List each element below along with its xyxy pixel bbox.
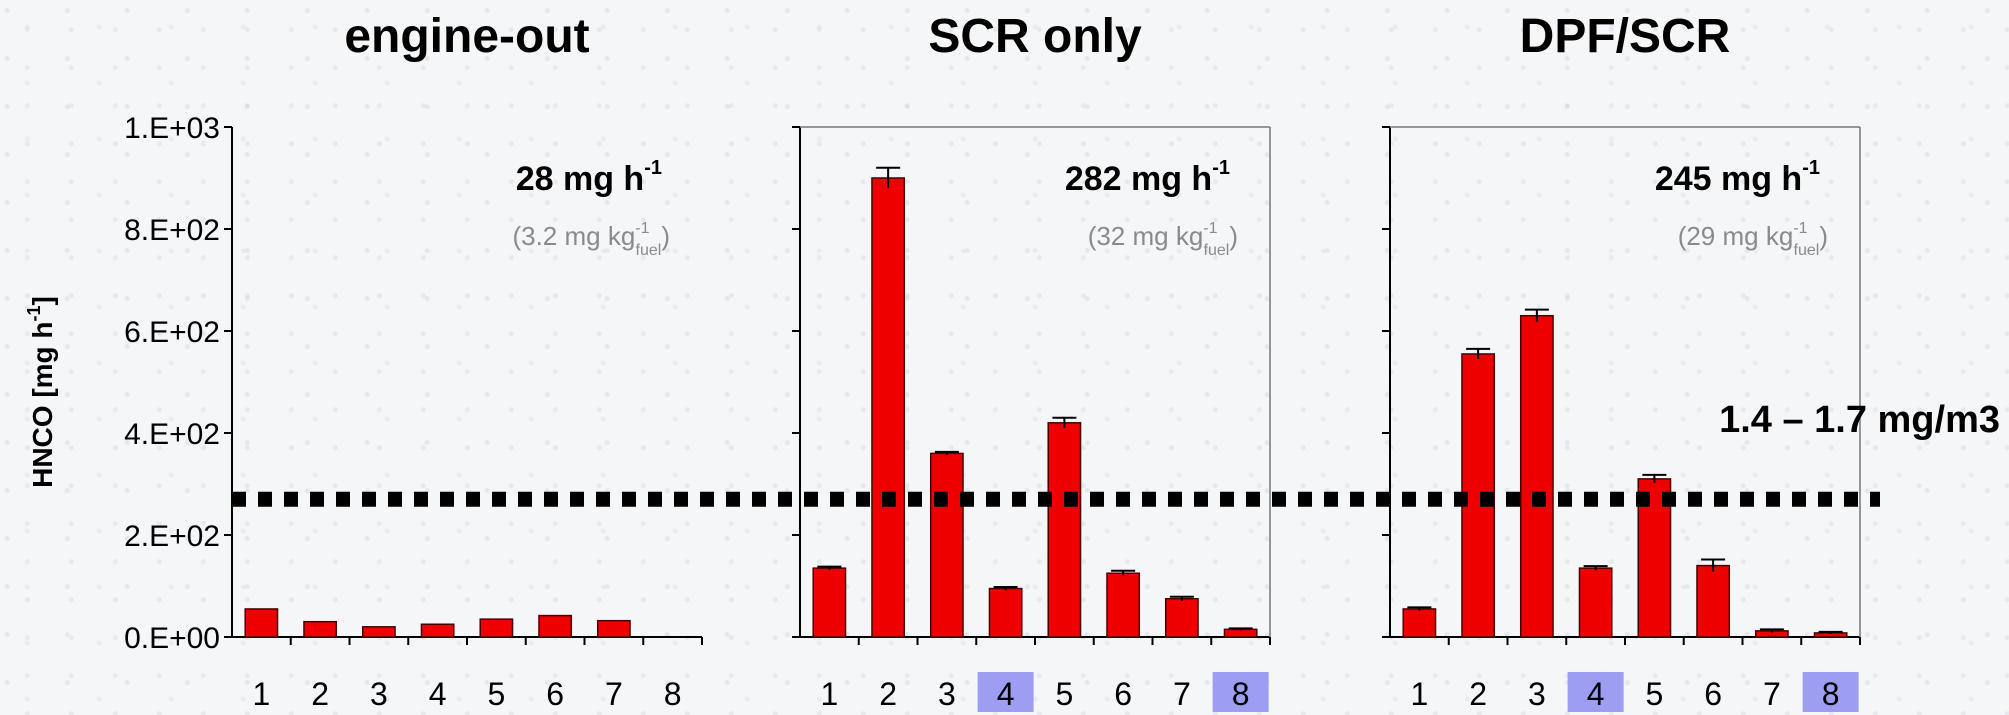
bar xyxy=(871,177,906,638)
x-tick-label: 8 xyxy=(664,676,682,712)
bar xyxy=(1519,314,1554,638)
y-tick-label: 2.E+02 xyxy=(124,520,220,553)
emission-factor-label: (3.2 mg kg-1 fuel) xyxy=(512,220,670,259)
chart-panel-3: DPF/SCR 1 2 3 4 5 6 7 8 245 mg h-1 (29 mg kg-1 fuel… xyxy=(1382,10,1861,712)
bar xyxy=(479,618,514,638)
bar xyxy=(244,608,279,638)
emission-factor-label: (32 mg kg-1 fuel) xyxy=(1088,220,1238,259)
emission-rate-label: 28 mg h-1 xyxy=(516,157,662,198)
x-tick-label: 2 xyxy=(879,676,897,712)
bar xyxy=(538,614,573,638)
x-tick-label: 8 xyxy=(1822,676,1840,712)
reference-line-label: 1.4 – 1.7 mg/m3 xyxy=(1719,399,2000,441)
x-tick-label: 5 xyxy=(487,676,505,712)
chart-panel-1: engine-out 0.E+00 2.E+02 4.E+02 6.E+02 8.E+02… xyxy=(124,10,703,712)
bar xyxy=(988,587,1023,638)
x-category-highlight xyxy=(1567,672,1624,712)
x-tick-label: 1 xyxy=(252,676,270,712)
emission-factor-label: (29 mg kg-1 fuel) xyxy=(1678,220,1828,259)
bar xyxy=(303,620,338,638)
x-tick-label: 7 xyxy=(1173,676,1191,712)
x-category-highlight xyxy=(1212,672,1269,712)
bar xyxy=(1578,567,1613,638)
x-tick-label: 1 xyxy=(820,676,838,712)
chart-panel-2: SCR only 1 2 3 4 5 6 7 8 282 mg h-1 (32 mg kg-1 fue… xyxy=(792,10,1271,712)
x-category-highlight xyxy=(977,672,1034,712)
bar xyxy=(1164,598,1199,638)
x-tick-label: 1 xyxy=(1410,676,1428,712)
x-tick-label: 7 xyxy=(605,676,623,712)
x-tick-label: 6 xyxy=(1704,676,1722,712)
bar xyxy=(1106,572,1141,638)
x-tick-label: 2 xyxy=(1469,676,1487,712)
bar xyxy=(361,626,396,638)
emission-rate-label: 245 mg h-1 xyxy=(1655,157,1820,198)
bar xyxy=(1223,628,1258,638)
x-tick-label: 8 xyxy=(1232,676,1250,712)
x-tick-label: 4 xyxy=(1587,676,1605,712)
panel-title: SCR only xyxy=(928,10,1142,63)
x-tick-label: 6 xyxy=(546,676,564,712)
x-tick-label: 5 xyxy=(1055,676,1073,712)
x-tick-label: 3 xyxy=(1528,676,1546,712)
x-tick-label: 4 xyxy=(429,676,447,712)
y-tick-label: 6.E+02 xyxy=(124,316,220,349)
panel-title: engine-out xyxy=(344,10,589,63)
x-tick-label: 4 xyxy=(997,676,1015,712)
x-category-highlight xyxy=(1802,672,1859,712)
x-tick-label: 3 xyxy=(938,676,956,712)
bar xyxy=(812,567,847,638)
bar xyxy=(596,619,631,638)
panel-title: DPF/SCR xyxy=(1520,10,1731,63)
y-tick-label: 1.E+03 xyxy=(124,112,220,145)
x-tick-label: 2 xyxy=(311,676,329,712)
bar xyxy=(1402,608,1437,638)
x-tick-label: 6 xyxy=(1114,676,1132,712)
bar xyxy=(929,452,964,638)
y-axis-label: HNCO [mg h-1] xyxy=(24,296,58,488)
x-tick-label: 5 xyxy=(1645,676,1663,712)
x-tick-label: 3 xyxy=(370,676,388,712)
bar xyxy=(1696,564,1731,638)
emission-rate-label: 282 mg h-1 xyxy=(1065,157,1230,198)
bar xyxy=(420,623,455,638)
x-tick-label: 7 xyxy=(1763,676,1781,712)
y-tick-label: 8.E+02 xyxy=(124,214,220,247)
bar xyxy=(1047,422,1082,638)
y-tick-label: 4.E+02 xyxy=(124,418,220,451)
y-tick-label: 0.E+00 xyxy=(124,622,220,655)
